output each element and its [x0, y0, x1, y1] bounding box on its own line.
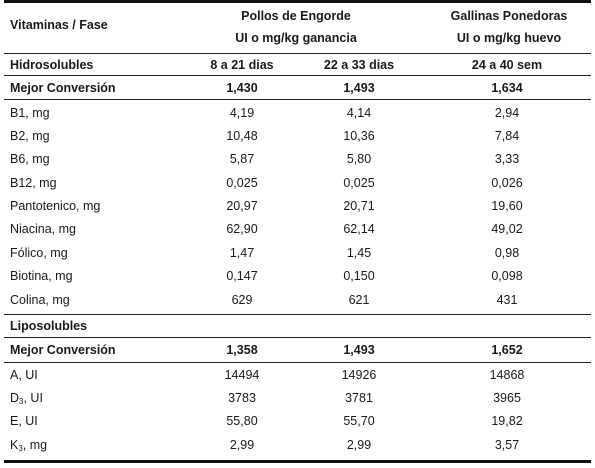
section-label: Liposolubles — [10, 319, 88, 333]
conversion-value: 1,358 — [226, 343, 258, 357]
row-label: Biotina, mg — [10, 269, 73, 283]
section-divider-rule — [4, 314, 591, 315]
row-value: 3783 — [228, 391, 256, 405]
conversion-rule — [4, 362, 591, 363]
row-label: Pantotenico, mg — [10, 199, 101, 213]
row-value: 62,90 — [226, 222, 258, 236]
row-value: 621 — [348, 293, 370, 307]
conversion-label: Mejor Conversión — [10, 343, 116, 357]
row-value: 14494 — [224, 368, 260, 382]
row-value: 2,99 — [229, 438, 255, 452]
conversion-label: Mejor Conversión — [10, 81, 116, 95]
row-value: 2,99 — [346, 438, 372, 452]
row-value: 10,48 — [226, 129, 258, 143]
phase-cell: 8 a 21 dias — [210, 58, 274, 72]
conversion-rule — [4, 99, 591, 100]
row-value: 0,026 — [491, 176, 523, 190]
row-label: B12, mg — [10, 176, 57, 190]
vitamin-unit: , UI — [23, 391, 43, 405]
row-value: 3965 — [493, 391, 521, 405]
vitamin-subscript: 3 — [19, 397, 24, 406]
row-value: 19,60 — [491, 199, 523, 213]
section-label: Hidrosolubles — [10, 58, 94, 72]
row-value: 3,33 — [494, 152, 520, 166]
row-value: 5,87 — [229, 152, 255, 166]
table-top-rule — [4, 0, 591, 3]
row-label: Colina, mg — [10, 293, 70, 307]
phase-cell: 22 a 33 dias — [323, 58, 395, 72]
conversion-value: 1,493 — [343, 343, 375, 357]
row-value: 10,36 — [343, 129, 375, 143]
row-value: 3,57 — [494, 438, 520, 452]
row-value: 7,84 — [494, 129, 520, 143]
row-value: 20,71 — [343, 199, 375, 213]
row-value: 629 — [231, 293, 253, 307]
row-label-k3: K3, mg — [10, 437, 47, 453]
row-label: E, UI — [10, 414, 38, 428]
conversion-value: 1,493 — [343, 81, 375, 95]
row-value: 1,47 — [229, 246, 255, 260]
row-label: Niacina, mg — [10, 222, 76, 236]
header-group-broilers-unit: UI o mg/kg ganancia — [235, 31, 357, 45]
vitamin-subscript: 3 — [18, 444, 23, 453]
row-value: 62,14 — [343, 222, 375, 236]
row-value: 14926 — [341, 368, 377, 382]
row-label: Fólico, mg — [10, 246, 68, 260]
header-vitaminas-fase: Vitaminas / Fase — [10, 18, 108, 32]
row-value: 431 — [496, 293, 518, 307]
conversion-value: 1,652 — [491, 343, 523, 357]
header-group-broilers: Pollos de Engorde — [241, 9, 351, 23]
conversion-value: 1,634 — [491, 81, 523, 95]
row-label: B1, mg — [10, 106, 50, 120]
row-value: 55,70 — [343, 414, 375, 428]
row-value: 0,147 — [226, 269, 258, 283]
row-label: A, UI — [10, 368, 38, 382]
table-bottom-rule — [4, 460, 591, 463]
row-value: 55,80 — [226, 414, 258, 428]
row-label: B6, mg — [10, 152, 50, 166]
row-value: 0,150 — [343, 269, 375, 283]
row-value: 0,98 — [494, 246, 520, 260]
row-value: 20,97 — [226, 199, 258, 213]
row-value: 2,94 — [494, 106, 520, 120]
row-value: 0,025 — [226, 176, 258, 190]
header-group-layers: Gallinas Ponedoras — [450, 9, 568, 23]
section-rule — [4, 75, 591, 76]
vitamin-letter: D — [10, 391, 20, 405]
row-value: 49,02 — [491, 222, 523, 236]
header-group-layers-unit: UI o mg/kg huevo — [456, 31, 562, 45]
row-value: 19,82 — [491, 414, 523, 428]
row-value: 5,80 — [346, 152, 372, 166]
header-bottom-rule — [4, 53, 591, 54]
row-value: 0,098 — [491, 269, 523, 283]
conversion-value: 1,430 — [226, 81, 258, 95]
row-value: 3781 — [345, 391, 373, 405]
row-label: B2, mg — [10, 129, 50, 143]
row-value: 4,19 — [229, 106, 255, 120]
vitamin-unit: , mg — [22, 438, 48, 452]
phase-cell: 24 a 40 sem — [471, 58, 543, 72]
row-label-d3: D3, UI — [10, 390, 43, 406]
row-value: 0,025 — [343, 176, 375, 190]
row-value: 4,14 — [346, 106, 372, 120]
row-value: 14868 — [489, 368, 525, 382]
section-rule — [4, 337, 591, 338]
row-value: 1,45 — [346, 246, 372, 260]
vitamin-letter: K — [10, 438, 19, 452]
